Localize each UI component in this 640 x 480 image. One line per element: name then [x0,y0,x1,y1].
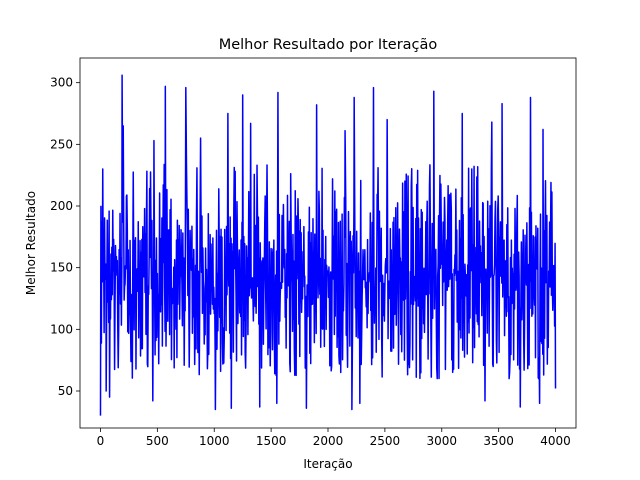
x-tick-label: 0 [97,434,105,448]
x-axis: 0 500 1000 1500 2000 2500 3000 3500 4000 [97,428,571,448]
y-tick-label: 300 [50,76,73,90]
y-tick-label: 250 [50,137,73,151]
series-line [99,74,557,416]
x-tick-label: 2500 [370,434,401,448]
y-axis-title: Melhor Resultado [24,191,38,295]
x-tick-label: 4000 [540,434,571,448]
x-axis-title: Iteração [303,457,352,471]
x-tick-label: 1000 [199,434,230,448]
x-tick-label: 2000 [313,434,344,448]
x-tick-label: 500 [146,434,169,448]
chart-title: Melhor Resultado por Iteração [219,37,438,53]
series-layer [99,74,557,416]
y-tick-label: 200 [50,199,73,213]
x-tick-label: 3500 [483,434,514,448]
x-tick-label: 1500 [256,434,287,448]
y-tick-label: 50 [58,384,73,398]
y-axis: 50 100 150 200 250 300 [50,76,80,398]
y-tick-label: 100 [50,322,73,336]
x-tick-label: 3000 [426,434,457,448]
y-tick-label: 150 [50,261,73,275]
